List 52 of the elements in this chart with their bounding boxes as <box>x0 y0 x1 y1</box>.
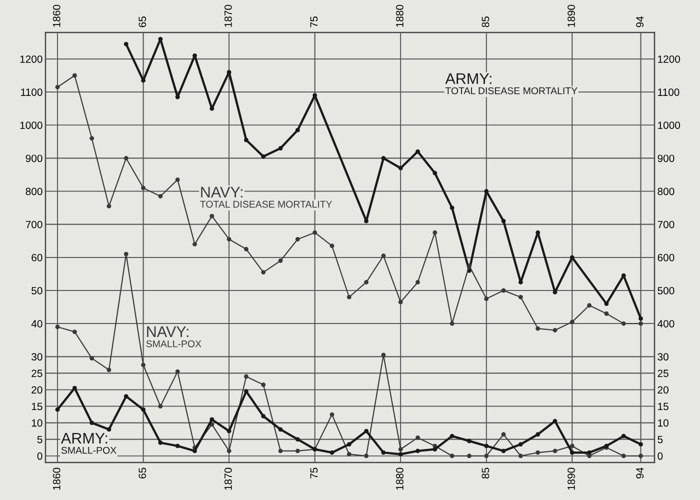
y2-tick-label: 20 <box>658 386 668 394</box>
x2-tick-label: 1890 <box>568 4 575 27</box>
y2-tick-label: 5 <box>658 436 663 444</box>
y2-tick-label: 900 <box>658 154 674 162</box>
x2-tick-label: 65 <box>138 16 146 28</box>
x2-tick-label: 1860 <box>52 4 60 27</box>
y-tick-label: 30 <box>32 353 42 361</box>
y2-tick-label: 1000 <box>658 122 680 129</box>
y-tick-label: 5 <box>37 436 42 444</box>
series-label: ARMY: SMALL-POX <box>60 432 116 454</box>
x2-tick-label: 1870 <box>224 4 232 27</box>
y-tick-label: 1100 <box>21 88 42 96</box>
x2-tick-label: 94 <box>636 16 644 28</box>
x-tick-label: 75 <box>310 468 318 478</box>
y2-tick-label: 25 <box>658 370 668 378</box>
x-tick-label: 1860 <box>52 468 60 490</box>
series-label: NAVY: SMALL-POX <box>146 326 202 348</box>
y-tick-label: 25 <box>32 370 42 378</box>
y-tick-label: 900 <box>26 154 42 162</box>
x-tick-label: 65 <box>138 468 146 478</box>
y-tick-label: 40 <box>31 320 42 328</box>
y2-tick-label: 0 <box>658 452 663 460</box>
y2-tick-label: 1100 <box>658 88 680 96</box>
x-tick-label: 94 <box>636 468 644 478</box>
y2-tick-label: 500 <box>658 287 674 294</box>
y2-tick-label: 800 <box>658 188 674 196</box>
y-tick-label: 10 <box>32 419 42 427</box>
series-label: NAVY: TOTAL DISEASE MORTALITY <box>200 186 332 208</box>
x-tick-label: 1880 <box>396 468 404 490</box>
y2-tick-label: 400 <box>658 320 674 328</box>
x2-tick-label: 85 <box>482 16 490 28</box>
y2-tick-label: 1200 <box>658 55 680 63</box>
y-tick-label: 20 <box>32 386 42 394</box>
y2-tick-label: 15 <box>658 402 668 410</box>
x-tick-label: 85 <box>482 468 490 478</box>
y-tick-label: 800 <box>26 188 42 196</box>
x-tick-label: 1870 <box>224 468 232 490</box>
y-tick-label: 50 <box>32 287 42 294</box>
y2-tick-label: 30 <box>658 353 668 361</box>
x-tick-label: 1890 <box>568 468 575 490</box>
y-tick-label: 700 <box>26 220 42 228</box>
y2-tick-label: 700 <box>658 220 674 228</box>
y-tick-label: 60 <box>32 254 42 262</box>
y2-tick-label: 10 <box>658 419 668 427</box>
x2-tick-label: 1880 <box>396 4 404 27</box>
y-tick-label: 15 <box>32 402 42 410</box>
y-tick-label: 1000 <box>20 122 42 129</box>
x2-tick-label: 75 <box>310 16 318 28</box>
y2-tick-label: 600 <box>658 254 674 262</box>
text: ARMY: TOTAL DISEASE MORTALITY <box>445 73 578 94</box>
y-tick-label: 0 <box>37 452 42 460</box>
y-tick-label: 1200 <box>20 55 42 63</box>
